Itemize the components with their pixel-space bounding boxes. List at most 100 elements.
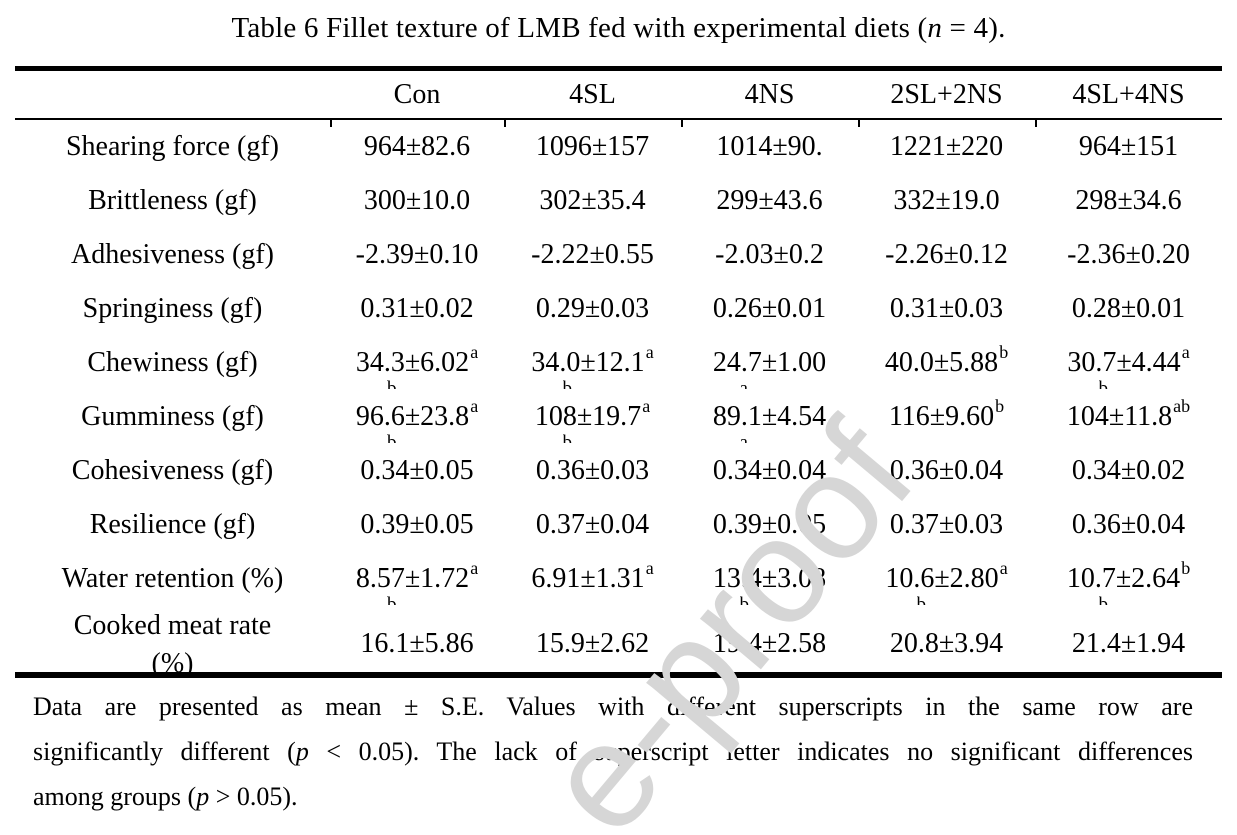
value-text: 8.57±1.72 — [355, 563, 470, 594]
footnote-line: Data are presented as mean ± S.E. Values… — [33, 684, 1193, 729]
value-text: 13.4±3.08 — [712, 563, 827, 594]
column-tick — [1035, 119, 1037, 127]
value-cell: 964±151 — [1035, 120, 1222, 174]
value-text: 1014±90. — [716, 131, 823, 162]
table-row: Adhesiveness (gf) -2.39±0.10 -2.22±0.55 -2.… — [15, 228, 1222, 282]
value-text: 0.34±0.02 — [1071, 455, 1186, 486]
row-label-line1: Cooked meat rate — [73, 610, 272, 641]
value-text: 108±19.7 — [534, 401, 642, 432]
header-cell: 4SL — [569, 78, 616, 110]
clip-mask — [15, 678, 1222, 688]
wrapped-superscript-clipped: b — [1099, 595, 1109, 605]
value-cell: 89.1±4.54a — [681, 390, 858, 444]
table-bottom-rule — [15, 672, 1222, 678]
text: among groups ( — [33, 782, 197, 811]
table-row: Water retention (%) 8.57±1.72ab 6.91±1.31a… — [15, 552, 1222, 606]
value-text: 15.9±2.62 — [535, 628, 650, 659]
footnote-line: significantly different (p < 0.05). The … — [33, 729, 1193, 774]
value-cell: 0.36±0.04 — [858, 444, 1035, 498]
table-row: Springiness (gf) 0.31±0.02 0.29±0.03 0.26±0… — [15, 282, 1222, 336]
text: significantly different ( — [33, 737, 296, 766]
value-cell: 0.31±0.02 — [330, 282, 504, 336]
value-cell: 302±35.4 — [504, 174, 681, 228]
row-label: Springiness (gf) — [82, 293, 263, 324]
value-cell: 40.0±5.88 b — [884, 342, 1009, 378]
value-cell: 20.8±3.94 — [858, 606, 1035, 682]
value-text: 0.36±0.03 — [535, 455, 650, 486]
value-cell: 108±19.7ab — [504, 390, 681, 444]
value-cell: 300±10.0 — [330, 174, 504, 228]
table-body: Shearing force (gf) 964±82.6 1096±157 1014±… — [15, 120, 1222, 682]
value-cell: 0.36±0.04 — [1035, 498, 1222, 552]
value-cell: 16.1±5.86 — [330, 606, 504, 682]
value-text: 89.1±4.54 — [712, 401, 827, 432]
value-cell: 6.91±1.31 a — [531, 558, 654, 594]
value-cell: 0.39±0.05 — [330, 498, 504, 552]
table-row: Shearing force (gf) 964±82.6 1096±157 1014±… — [15, 120, 1222, 174]
value-cell: 0.34±0.02 — [1035, 444, 1222, 498]
value-text: -2.22±0.55 — [531, 239, 654, 270]
value-text: 104±11.8 — [1066, 401, 1173, 432]
value-text: 0.37±0.04 — [535, 509, 650, 540]
value-cell: 299±43.6 — [681, 174, 858, 228]
row-label: Chewiness (gf) — [87, 347, 258, 378]
value-text: 116±9.60 — [888, 401, 995, 432]
value-cell: 0.36±0.03 — [504, 444, 681, 498]
value-cell: -2.39±0.10 — [330, 228, 504, 282]
table-row: Gumminess (gf)96.6±23.8ab108±19.7ab89.1±… — [15, 390, 1222, 444]
value-cell: 0.26±0.01 — [681, 282, 858, 336]
value-text: 1221±220 — [889, 131, 1004, 162]
value-cell: 964±82.6 — [330, 120, 504, 174]
row-label: Cohesiveness (gf) — [71, 455, 274, 486]
value-text: 964±151 — [1078, 131, 1179, 162]
value-text: 40.0±5.88 — [884, 347, 999, 378]
value-cell: 10.7±2.64bb — [1035, 552, 1222, 606]
value-text: 0.31±0.03 — [889, 293, 1004, 324]
value-text: -2.36±0.20 — [1067, 239, 1190, 270]
value-text: 19.4±2.58 — [712, 628, 827, 659]
text: Data are presented as mean ± S.E. Values… — [33, 692, 1193, 721]
value-cell: 1096±157 — [504, 120, 681, 174]
value-text: -2.39±0.10 — [355, 239, 479, 270]
value-text: 0.26±0.01 — [712, 293, 827, 324]
wrapped-superscript-clipped: b — [917, 595, 927, 605]
value-text: -2.26±0.12 — [885, 239, 1008, 270]
value-cell: 30.7±4.44ab — [1035, 336, 1222, 390]
value-cell: 8.57±1.72ab — [330, 552, 504, 606]
row-label: Gumminess (gf) — [81, 401, 264, 432]
value-text: 24.7±1.00 — [712, 347, 827, 378]
header-cell: 4NS — [744, 78, 795, 110]
column-tick — [330, 119, 332, 127]
table-row: Brittleness (gf) 300±10.0 302±35.4 299±43.6… — [15, 174, 1222, 228]
value-text: 34.3±6.02 — [355, 347, 470, 378]
table-caption: Table 6 Fillet texture of LMB fed with e… — [0, 12, 1237, 45]
column-tick — [681, 119, 683, 127]
value-text: 0.36±0.04 — [889, 455, 1004, 486]
value-text: 0.37±0.03 — [889, 509, 1004, 540]
value-text: 96.6±23.8 — [355, 401, 470, 432]
value-text: 0.36±0.04 — [1071, 509, 1186, 540]
value-cell: 104±11.8 ab — [1066, 396, 1191, 432]
value-cell: 0.34±0.04 — [681, 444, 858, 498]
value-cell: 298±34.6 — [1035, 174, 1222, 228]
text: = 4). — [942, 12, 1006, 44]
table-top-rule — [15, 66, 1222, 71]
wrapped-superscript-clipped: b — [387, 379, 397, 389]
value-cell: 0.28±0.01 — [1035, 282, 1222, 336]
table-row: Chewiness (gf)34.3±6.02ab34.0±12.1ab24.7… — [15, 336, 1222, 390]
value-text: 0.39±0.05 — [360, 509, 474, 540]
value-text: 30.7±4.44 — [1067, 347, 1181, 378]
wrapped-superscript-clipped: b — [563, 379, 573, 389]
value-cell: 24.7±1.00a — [681, 336, 858, 390]
value-cell: -2.26±0.12 — [858, 228, 1035, 282]
table-row: Cohesiveness (gf) 0.34±0.05 0.36±0.03 0.34±… — [15, 444, 1222, 498]
value-text: 964±82.6 — [363, 131, 471, 162]
value-cell: 0.37±0.03 — [858, 498, 1035, 552]
italic-text: p — [295, 737, 309, 766]
value-cell: -2.03±0.2 — [681, 228, 858, 282]
text: Table 6 Fillet texture of LMB fed with e… — [231, 12, 928, 44]
header-underline-rule — [15, 118, 1222, 120]
wrapped-superscript-clipped: a — [740, 379, 748, 389]
value-text: 16.1±5.86 — [360, 628, 474, 659]
